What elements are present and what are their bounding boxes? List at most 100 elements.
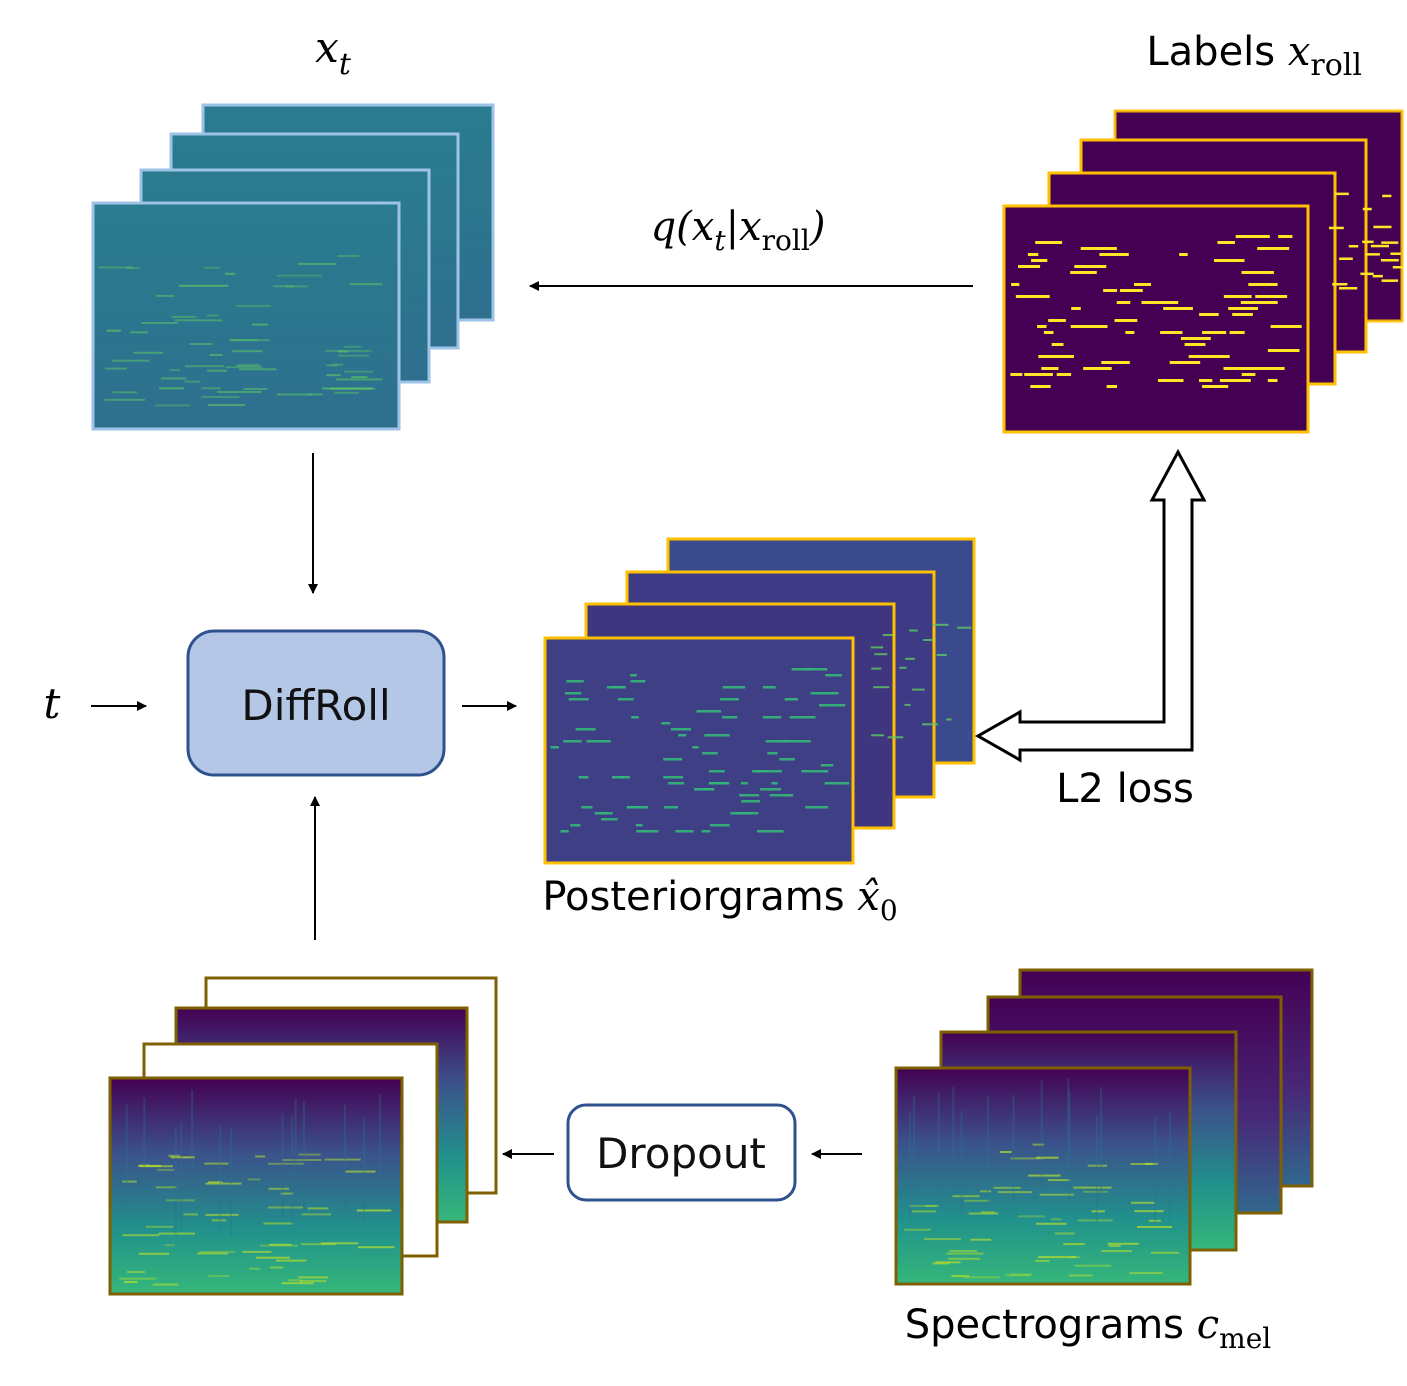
left-spec-band-stripe [219,1124,222,1233]
labels-roll-label: Labels xroll [1146,29,1362,83]
roll-note [1235,235,1270,238]
roll-note [1024,373,1053,376]
right-spec-band-stripe [937,1091,940,1200]
right-spec-band [1137,1226,1172,1228]
posterior-note [704,734,730,737]
posterior-note [630,680,646,683]
posterior-note [612,686,626,689]
roll-note-back [1373,225,1392,229]
posterior-note-back [905,657,915,660]
noisy-input-stack [91,103,495,431]
right-spec-band-stripe [986,1095,989,1204]
right-spec-band-stripe [1168,1112,1171,1221]
noise-streak [337,350,349,353]
posterior-note [631,716,639,719]
left-spec-band [345,1170,376,1173]
forward-process-label: q(xt|xroll) [651,204,826,257]
posterior-note [635,824,643,827]
left-spec-band [183,1213,198,1216]
right-spec-band-stripe [1068,1089,1071,1198]
right-spec-band-stripe [1100,1087,1103,1196]
roll-note [1257,247,1290,250]
roll-note-back [1384,279,1394,282]
right-spec-band [1134,1210,1164,1213]
l2-loss-hollow-arrow [974,448,1207,763]
posterior-note [801,770,829,773]
roll-note [1223,367,1254,370]
posterior-note [709,782,730,785]
right-spec-band [1047,1179,1071,1182]
posterior-note [694,788,714,791]
posteriorgram-stack [543,537,976,865]
noise-streak [225,272,236,275]
noise-streak [201,395,240,398]
roll-note [1245,301,1271,304]
right-spec-band [1108,1244,1121,1247]
l2-loss-label: L2 loss [1056,766,1194,812]
posterior-note [805,668,828,671]
noise-streak [277,393,313,396]
right-spec-band [1034,1259,1050,1262]
right-spec-band [1010,1157,1044,1160]
left-spec-band [205,1182,242,1185]
left-spec-band [197,1252,228,1255]
roll-note [1031,259,1048,262]
posterior-frame-1 [543,636,855,865]
roll-note [1248,283,1278,286]
left-spec-band [268,1187,290,1190]
posterior-note [663,776,684,779]
noise-streak [104,398,146,401]
noise-streak [112,391,137,394]
posteriorgrams-label: Posteriorgrams x̂0 [542,874,897,927]
posterior-note-back [873,686,890,689]
posterior-note-back [923,639,934,641]
posterior-note-back [946,718,952,721]
noise-streak [179,284,229,287]
noise-streak [337,255,359,257]
dropout-box [566,1103,797,1202]
noise-streak [141,322,178,324]
right-spec-band-stripe [1154,1116,1157,1225]
roll-note [1180,337,1211,340]
roll-note-back [1334,192,1349,196]
right-spec-band [964,1199,990,1202]
roll-note-back [1392,266,1403,269]
noise-streak [239,368,277,371]
right-spec-band [1036,1222,1067,1225]
roll-note [1255,295,1288,298]
left-spec-band-stripe [191,1089,194,1198]
dropout-spectrogram-stack [108,976,498,1296]
left-spec-band-stripe [143,1097,146,1206]
right-spec-band-stripe [1040,1080,1043,1189]
roll-note [1041,367,1059,370]
roll-note [1119,289,1143,292]
right-spec-band [1051,1218,1062,1221]
noise-streak [217,391,262,393]
noise-streak [106,329,121,332]
roll-note [1179,253,1188,256]
noise-streak [334,391,360,394]
noise-streak [155,404,191,407]
posterior-note-back [909,629,918,632]
roll-note [1199,313,1219,316]
left-spec-band [138,1164,162,1167]
right-spec-band [935,1261,961,1264]
roll-note [1270,325,1302,328]
roll-note-back [1390,252,1401,255]
noise-streak [324,349,372,352]
roll-note-back [1382,194,1392,198]
posterior-note [752,770,762,773]
roll-note [1199,355,1230,358]
posterior-note [667,782,685,785]
left-spec-band [249,1267,260,1270]
noise-streak [207,369,227,372]
right-spec-band [1087,1164,1108,1167]
left-spec-band [298,1153,321,1156]
right-spec-band [949,1250,977,1252]
right-spec-band [1073,1186,1112,1189]
right-spec-band-stripe [913,1095,915,1204]
roll-notes [1010,192,1403,388]
left-spec-band-stripe [294,1099,297,1208]
left-spec-band [164,1244,175,1247]
posterior-note [601,818,618,821]
